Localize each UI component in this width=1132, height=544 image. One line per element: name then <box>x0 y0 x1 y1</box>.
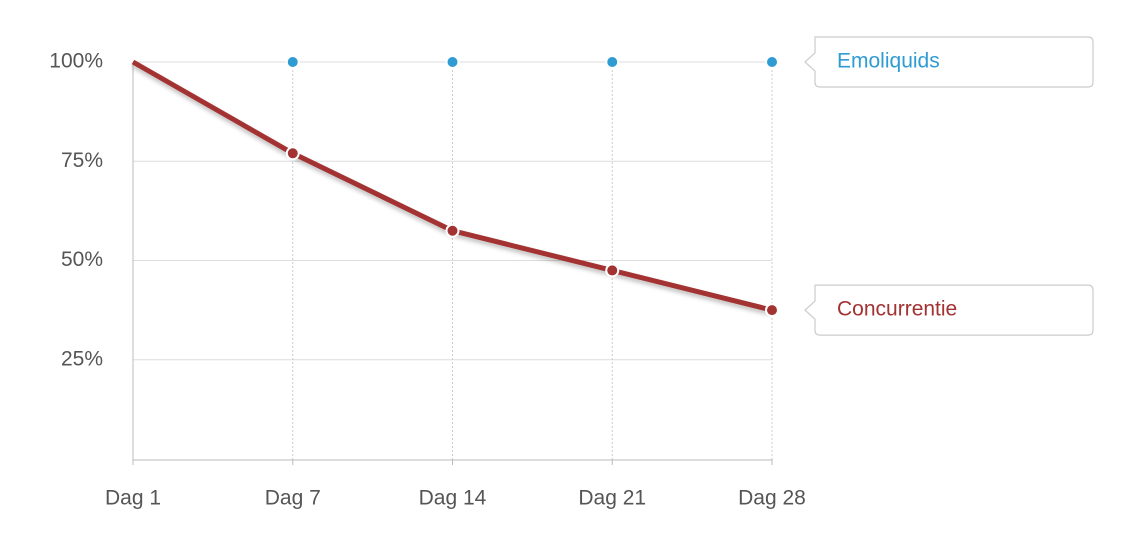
data-point <box>605 55 620 69</box>
data-point <box>765 55 779 69</box>
label-box <box>804 36 1094 88</box>
data-point <box>765 303 779 318</box>
x-tick-label: Dag 7 <box>265 487 321 510</box>
x-tick-label: Dag 14 <box>419 487 487 510</box>
x-tick-label: Dag 1 <box>105 487 161 510</box>
label-box <box>804 284 1094 336</box>
y-tick-label: 75% <box>61 149 103 172</box>
data-point <box>605 263 620 278</box>
data-point <box>445 223 460 238</box>
data-point <box>285 55 300 69</box>
x-tick-label: Dag 28 <box>738 487 806 510</box>
y-tick-label: 100% <box>49 50 103 73</box>
y-tick-label: 25% <box>61 347 103 370</box>
data-point <box>285 146 300 161</box>
series-label: Concurrentie <box>837 298 957 321</box>
x-tick-label: Dag 21 <box>578 487 646 510</box>
series-label: Emoliquids <box>837 50 940 73</box>
data-point <box>445 55 460 69</box>
y-tick-label: 50% <box>61 248 103 271</box>
